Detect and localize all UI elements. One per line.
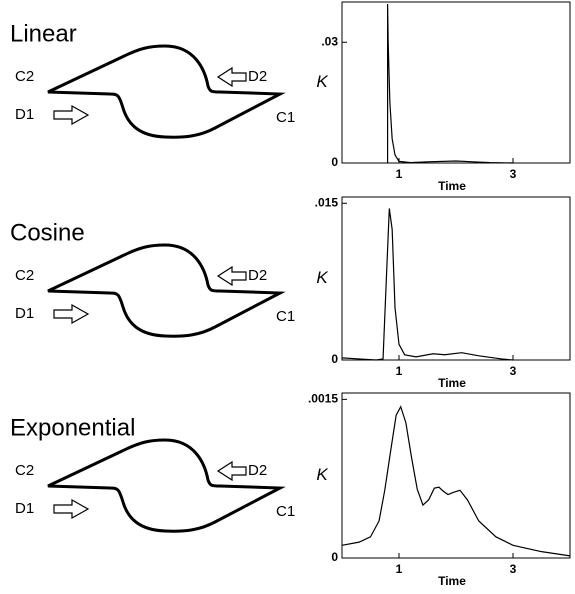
x-tick-label: 3 xyxy=(510,364,517,378)
y-tick-label: 0 xyxy=(331,155,338,169)
diagram: Linear C2 D2 D1 C1 xyxy=(10,20,295,139)
arrow xyxy=(53,303,90,325)
data-line xyxy=(341,208,514,361)
x-axis-label: Time xyxy=(438,376,466,390)
diagram-shape xyxy=(47,44,286,139)
x-tick-label: 1 xyxy=(396,364,403,378)
x-axis-label: Time xyxy=(438,179,466,193)
x-tick-label: 1 xyxy=(396,167,403,181)
arrow xyxy=(216,460,247,482)
arrow xyxy=(53,104,90,126)
node-label: D2 xyxy=(248,462,267,479)
data-line xyxy=(387,4,514,164)
y-tick-label: .03 xyxy=(321,34,338,48)
node-label: D1 xyxy=(15,305,34,322)
node-label: D1 xyxy=(15,106,34,123)
y-tick-label: .0015 xyxy=(308,392,338,406)
node-label: D1 xyxy=(15,500,34,517)
plot-frame xyxy=(341,196,571,361)
node-label: D2 xyxy=(248,267,267,284)
node-label: C2 xyxy=(15,68,34,85)
y-tick-label: 0 xyxy=(331,550,338,564)
arrow xyxy=(216,66,247,88)
x-axis-label: Time xyxy=(438,574,466,588)
y-tick-label: .015 xyxy=(315,195,339,209)
y-axis-label: K xyxy=(316,268,328,287)
node-label: C1 xyxy=(276,308,295,325)
y-axis-label: K xyxy=(316,72,328,91)
diagram-shape xyxy=(47,243,286,338)
x-tick-label: 3 xyxy=(510,562,517,576)
arrow xyxy=(53,498,90,520)
arrow xyxy=(216,265,247,287)
y-tick-label: 0 xyxy=(331,352,338,366)
data-line xyxy=(341,405,571,557)
diagram: Exponential C2 D2 D1 C1 xyxy=(10,414,295,533)
diagram: Cosine C2 D2 D1 C1 xyxy=(10,219,295,338)
node-label: C2 xyxy=(15,462,34,479)
x-tick-label: 1 xyxy=(396,562,403,576)
plot-frame xyxy=(341,392,571,559)
node-label: D2 xyxy=(248,68,267,85)
diagram-shape xyxy=(47,438,286,533)
diagram-title: Linear xyxy=(10,20,77,47)
x-tick-label: 3 xyxy=(510,167,517,181)
node-label: C1 xyxy=(276,503,295,520)
node-label: C2 xyxy=(15,267,34,284)
diagram-title: Exponential xyxy=(10,414,135,441)
y-axis-label: K xyxy=(316,465,328,484)
plot-frame xyxy=(341,1,571,164)
diagram-title: Cosine xyxy=(10,219,85,246)
node-label: C1 xyxy=(276,109,295,126)
